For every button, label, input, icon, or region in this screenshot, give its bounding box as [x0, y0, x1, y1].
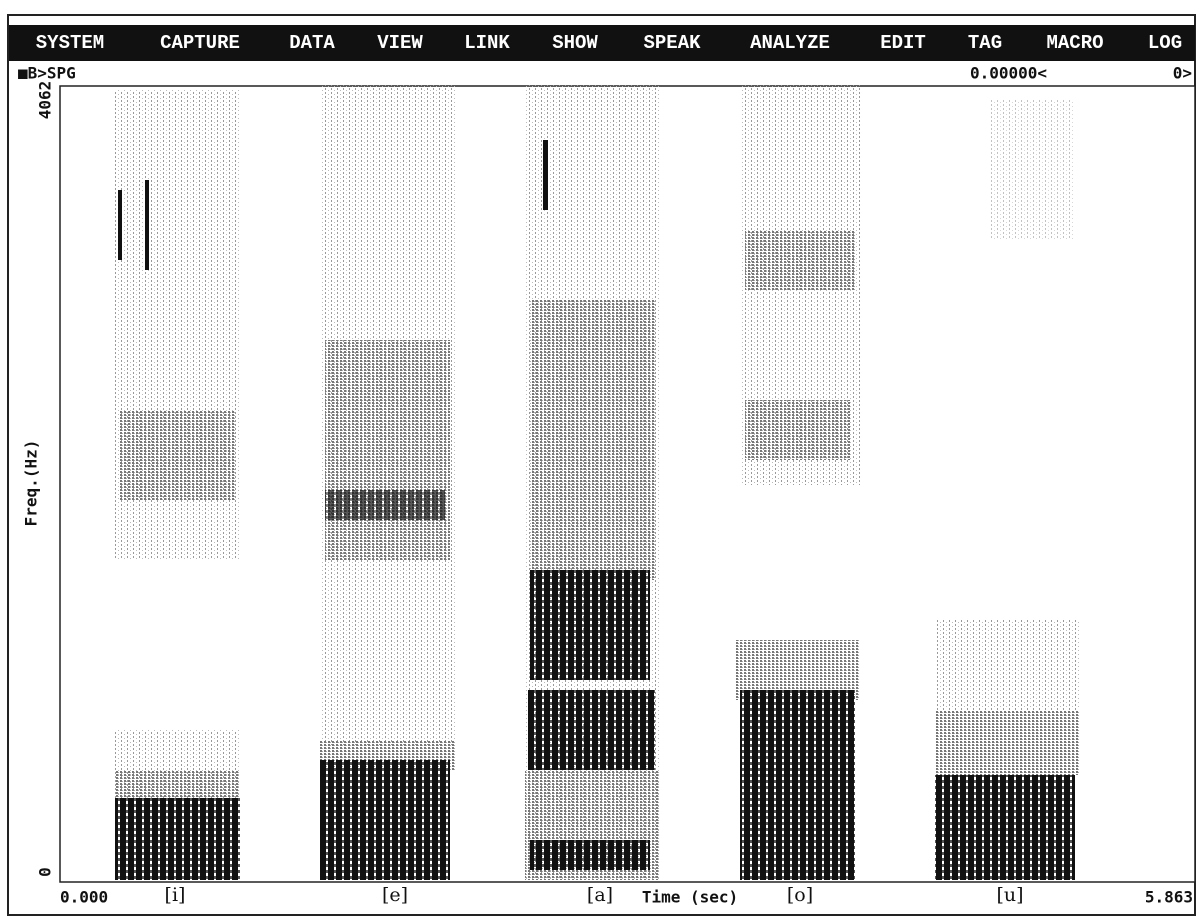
x-axis-title: Time (sec)	[642, 888, 738, 907]
menu-item[interactable]: SYSTEM	[36, 32, 104, 54]
menu-item[interactable]: DATA	[289, 32, 335, 54]
y-min-label: 0	[36, 867, 55, 877]
menu-item[interactable]: ANALYZE	[750, 32, 830, 54]
segment-label: [e]	[382, 884, 408, 906]
menu-item[interactable]: SPEAK	[643, 32, 701, 54]
menu-item[interactable]: MACRO	[1046, 32, 1103, 54]
y-axis-title: Freq.(Hz)	[22, 440, 41, 527]
menu-item[interactable]: VIEW	[377, 32, 423, 54]
menu-item[interactable]: TAG	[968, 32, 1002, 54]
menu-item[interactable]: EDIT	[880, 32, 926, 54]
menu-item[interactable]: CAPTURE	[160, 32, 240, 54]
prompt: ■B>SPG	[18, 64, 76, 83]
screen: SYSTEM CAPTURE DATA VIEW LINK SHOW SPEAK ANALYZ…	[0, 0, 1197, 920]
segment-label: [i]	[165, 884, 186, 906]
menu-item[interactable]: LOG	[1148, 32, 1182, 54]
menu-item[interactable]: SHOW	[552, 32, 598, 54]
segment-label: [u]	[996, 884, 1023, 906]
x-end-label: 5.863	[1145, 888, 1193, 907]
segment-label: [a]	[587, 884, 613, 906]
cursor-readout: 0.00000<	[970, 64, 1047, 83]
menu-item[interactable]: LINK	[464, 32, 510, 54]
y-max-label: 4062	[36, 81, 55, 120]
count-readout: 0>	[1173, 64, 1192, 83]
segment-labels: [i] [e] [a] [o] [u]	[165, 884, 1024, 906]
x-start-label: 0.000	[60, 888, 108, 907]
segment-label: [o]	[787, 884, 813, 906]
